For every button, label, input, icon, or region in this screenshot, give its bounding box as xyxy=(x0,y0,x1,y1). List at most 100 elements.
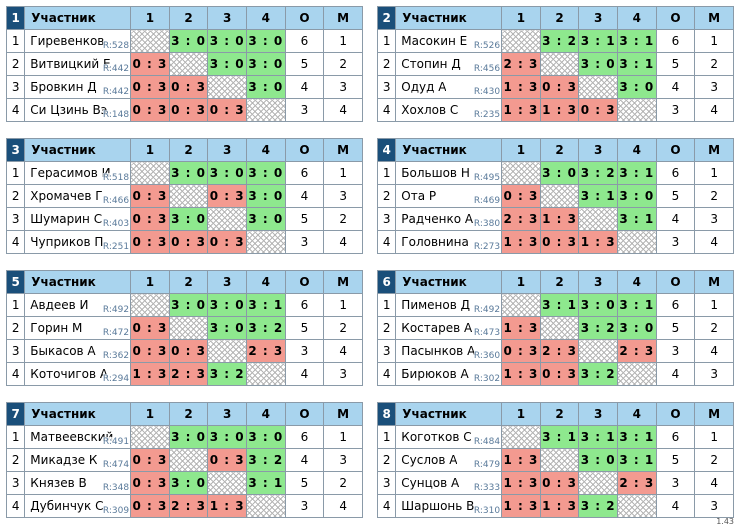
group-number: 2 xyxy=(376,6,397,30)
player-cell[interactable]: Герасимов И R:518 xyxy=(24,161,132,185)
player-name[interactable]: Коточигов А xyxy=(30,367,109,381)
column-header: 3 xyxy=(207,402,247,426)
player-cell[interactable]: Коточигов А R:294 xyxy=(24,362,132,386)
player-cell[interactable]: Си Цзинь Вэ R:148 xyxy=(24,98,132,122)
player-cell[interactable]: Хромачев Г R:466 xyxy=(24,184,132,208)
points-cell: 6 xyxy=(284,29,325,53)
player-name[interactable]: Большов Н xyxy=(401,166,470,180)
player-cell[interactable]: Быкасов А R:362 xyxy=(24,339,132,363)
self-cell xyxy=(501,161,541,185)
player-cell[interactable]: Бирюков А R:302 xyxy=(395,362,503,386)
place-cell: 1 xyxy=(694,425,734,449)
match-score: 3 : 2 xyxy=(246,316,286,340)
player-cell[interactable]: Сунцов А R:333 xyxy=(395,471,503,495)
player-name[interactable]: Быкасов А xyxy=(30,344,96,358)
place-header: М xyxy=(323,6,363,30)
player-name[interactable]: Витвицкий Е xyxy=(30,57,111,71)
player-name[interactable]: Ота Р xyxy=(401,189,437,203)
group-number: 1 xyxy=(5,6,26,30)
points-cell: 4 xyxy=(655,207,696,231)
match-score: 1 : 3 xyxy=(501,471,541,495)
player-cell[interactable]: Шаршонь В R:310 xyxy=(395,494,503,518)
participant-header: Участник xyxy=(395,6,503,30)
player-name[interactable]: Бирюков А xyxy=(401,367,469,381)
player-cell[interactable]: Головнина R:273 xyxy=(395,230,503,254)
player-cell[interactable]: Радченко А R:380 xyxy=(395,207,503,231)
player-cell[interactable]: Пименов Д R:492 xyxy=(395,293,503,317)
player-name[interactable]: Шаршонь В xyxy=(401,499,475,513)
player-name[interactable]: Хромачев Г xyxy=(30,189,103,203)
player-name[interactable]: Хохлов С xyxy=(401,103,459,117)
player-name[interactable]: Гиревенков xyxy=(30,34,105,48)
player-name[interactable]: Герасимов И xyxy=(30,166,111,180)
player-cell[interactable]: Дубинчук С R:309 xyxy=(24,494,132,518)
match-score: 3 : 2 xyxy=(578,362,618,386)
player-cell[interactable]: Горин М R:472 xyxy=(24,316,132,340)
player-cell[interactable]: Хохлов С R:235 xyxy=(395,98,503,122)
player-cell[interactable]: Масокин Е R:526 xyxy=(395,29,503,53)
player-cell[interactable]: Микадзе К R:474 xyxy=(24,448,132,472)
player-name[interactable]: Коготков С xyxy=(401,430,472,444)
place-cell: 3 xyxy=(323,362,363,386)
player-cell[interactable]: Матвеевский R:491 xyxy=(24,425,132,449)
player-cell[interactable]: Гиревенков R:528 xyxy=(24,29,132,53)
match-score: 0 : 3 xyxy=(130,98,170,122)
player-cell[interactable]: Стопин Д R:456 xyxy=(395,52,503,76)
player-cell[interactable]: Одуд А R:430 xyxy=(395,75,503,99)
player-name[interactable]: Радченко А xyxy=(401,212,474,226)
group-number: 5 xyxy=(5,270,26,294)
player-cell[interactable]: Авдеев И R:492 xyxy=(24,293,132,317)
player-name[interactable]: Стопин Д xyxy=(401,57,461,71)
player-name[interactable]: Одуд А xyxy=(401,80,447,94)
player-cell[interactable]: Витвицкий Е R:442 xyxy=(24,52,132,76)
match-score: 3 : 2 xyxy=(207,362,247,386)
player-name[interactable]: Костарев А xyxy=(401,321,473,335)
player-cell[interactable]: Князев В R:348 xyxy=(24,471,132,495)
player-cell[interactable]: Большов Н R:495 xyxy=(395,161,503,185)
player-name[interactable]: Авдеев И xyxy=(30,298,89,312)
player-cell[interactable]: Пасынков А R:360 xyxy=(395,339,503,363)
match-score: 3 : 2 xyxy=(246,448,286,472)
points-cell: 3 xyxy=(655,98,696,122)
match-score: 3 : 0 xyxy=(539,161,580,185)
player-cell[interactable]: Бровкин Д R:442 xyxy=(24,75,132,99)
column-header: 2 xyxy=(168,6,209,30)
match-score: 3 : 0 xyxy=(207,52,247,76)
row-number: 1 xyxy=(5,29,26,53)
player-name[interactable]: Бровкин Д xyxy=(30,80,97,94)
player-name[interactable]: Микадзе К xyxy=(30,453,98,467)
player-name[interactable]: Масокин Е xyxy=(401,34,468,48)
row-number: 1 xyxy=(376,29,397,53)
points-cell: 3 xyxy=(655,339,696,363)
player-name[interactable]: Пименов Д xyxy=(401,298,471,312)
match-score: 2 : 3 xyxy=(501,52,541,76)
player-cell[interactable]: Ота Р R:469 xyxy=(395,184,503,208)
player-name[interactable]: Горин М xyxy=(30,321,83,335)
place-cell: 2 xyxy=(323,316,363,340)
player-cell[interactable]: Суслов А R:479 xyxy=(395,448,503,472)
row-number: 1 xyxy=(5,293,26,317)
player-cell[interactable]: Коготков С R:484 xyxy=(395,425,503,449)
player-name[interactable]: Пасынков А xyxy=(401,344,476,358)
self-cell xyxy=(246,494,286,518)
player-name[interactable]: Дубинчук С xyxy=(30,499,104,513)
match-score: 3 : 0 xyxy=(246,52,286,76)
player-cell[interactable]: Шумарин С R:403 xyxy=(24,207,132,231)
column-header: 2 xyxy=(168,402,209,426)
player-name[interactable]: Шумарин С xyxy=(30,212,103,226)
points-cell: 6 xyxy=(284,425,325,449)
player-name[interactable]: Головнина xyxy=(401,235,469,249)
player-cell[interactable]: Чуприков П R:251 xyxy=(24,230,132,254)
player-name[interactable]: Сунцов А xyxy=(401,476,460,490)
player-name[interactable]: Матвеевский xyxy=(30,430,114,444)
place-cell: 4 xyxy=(323,230,363,254)
match-score: 2 : 3 xyxy=(539,339,580,363)
player-name[interactable]: Чуприков П xyxy=(30,235,104,249)
player-name[interactable]: Си Цзинь Вэ xyxy=(30,103,108,117)
player-name[interactable]: Суслов А xyxy=(401,453,458,467)
player-name[interactable]: Князев В xyxy=(30,476,87,490)
player-cell[interactable]: Костарев А R:473 xyxy=(395,316,503,340)
